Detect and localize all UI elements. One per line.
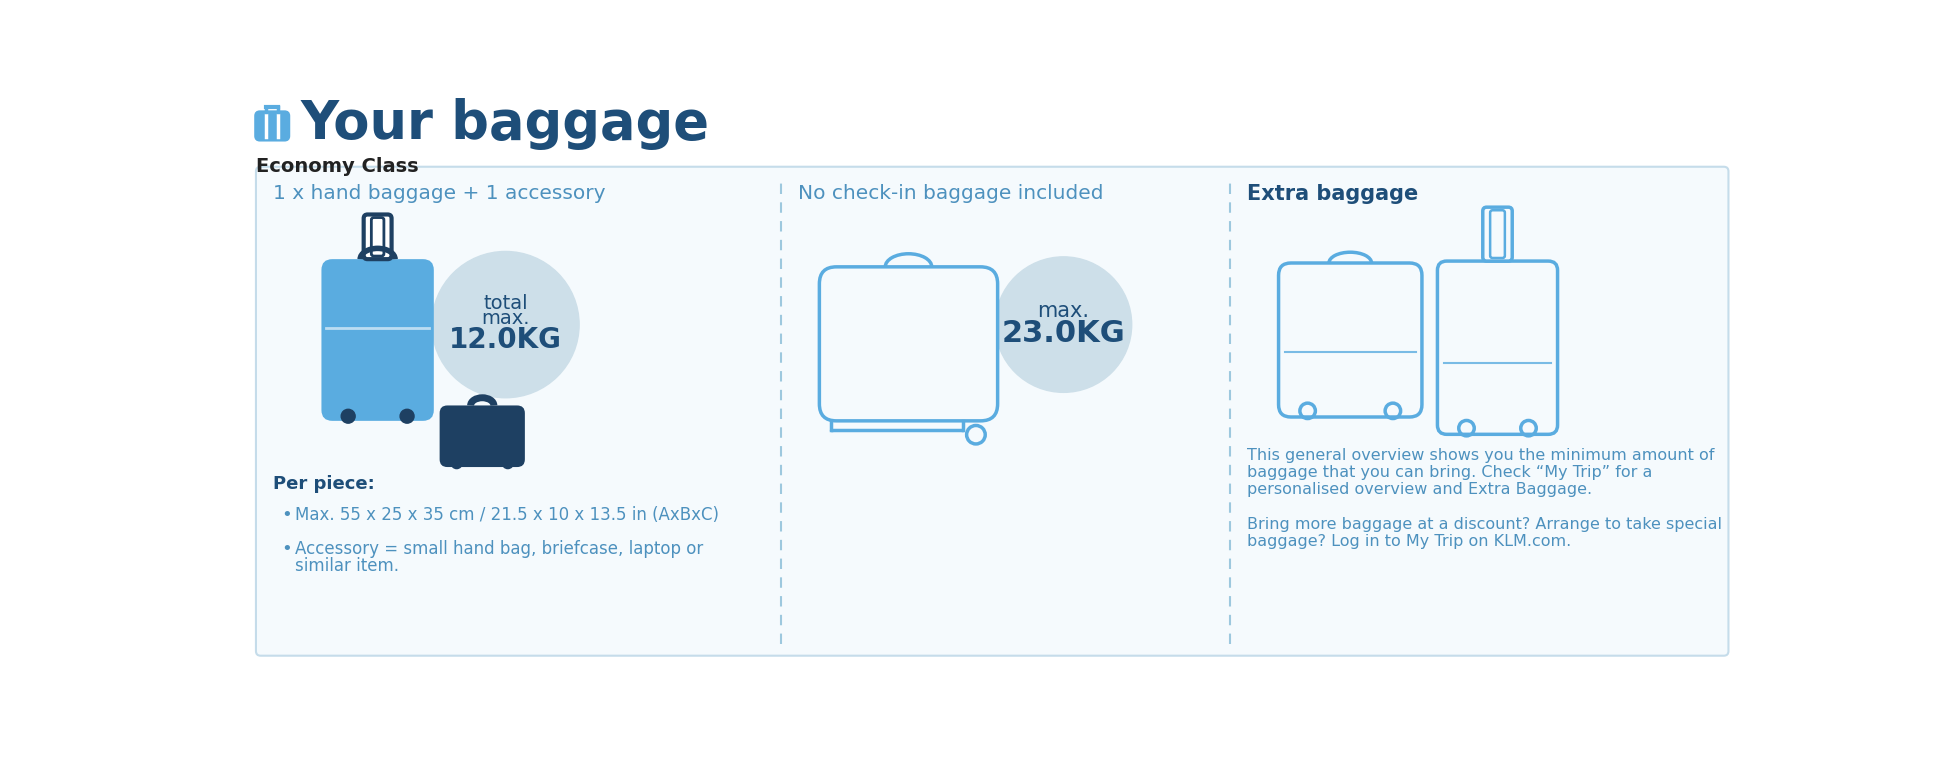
Text: Extra baggage: Extra baggage [1247,184,1419,204]
Text: baggage that you can bring. Check “My Trip” for a: baggage that you can bring. Check “My Tr… [1247,465,1653,480]
Circle shape [432,251,579,398]
Text: Bring more baggage at a discount? Arrange to take special: Bring more baggage at a discount? Arrang… [1247,517,1723,532]
Text: personalised overview and Extra Baggage.: personalised overview and Extra Baggage. [1247,482,1591,497]
Text: similar item.: similar item. [294,557,399,575]
Circle shape [401,410,414,424]
Text: total: total [484,293,529,313]
FancyBboxPatch shape [256,112,288,140]
Circle shape [995,257,1133,392]
FancyBboxPatch shape [364,215,391,259]
FancyBboxPatch shape [1278,263,1421,417]
Text: Your baggage: Your baggage [300,98,711,151]
FancyBboxPatch shape [321,259,434,421]
FancyBboxPatch shape [1491,211,1504,258]
Text: This general overview shows you the minimum amount of: This general overview shows you the mini… [1247,448,1715,463]
FancyBboxPatch shape [1437,261,1558,434]
Text: max.: max. [1038,301,1090,321]
Text: max.: max. [482,309,530,328]
Text: baggage? Log in to My Trip on KLM.com.: baggage? Log in to My Trip on KLM.com. [1247,534,1572,549]
Text: 12.0KG: 12.0KG [449,326,561,354]
Circle shape [341,410,354,424]
Text: Accessory = small hand bag, briefcase, laptop or: Accessory = small hand bag, briefcase, l… [294,541,703,558]
Text: •: • [281,505,292,523]
Circle shape [451,458,463,469]
Text: •: • [281,541,292,558]
Circle shape [503,458,513,469]
Text: No check-in baggage included: No check-in baggage included [798,184,1104,203]
FancyBboxPatch shape [372,218,383,256]
Text: 1 x hand baggage + 1 accessory: 1 x hand baggage + 1 accessory [273,184,606,203]
Text: Per piece:: Per piece: [273,475,376,493]
FancyBboxPatch shape [1483,207,1512,261]
Text: 23.0KG: 23.0KG [1001,319,1125,349]
Text: Max. 55 x 25 x 35 cm / 21.5 x 10 x 13.5 in (AxBxC): Max. 55 x 25 x 35 cm / 21.5 x 10 x 13.5 … [294,505,718,523]
Text: Economy Class: Economy Class [256,157,418,176]
FancyBboxPatch shape [819,267,997,421]
FancyBboxPatch shape [439,406,525,467]
FancyBboxPatch shape [256,167,1729,656]
